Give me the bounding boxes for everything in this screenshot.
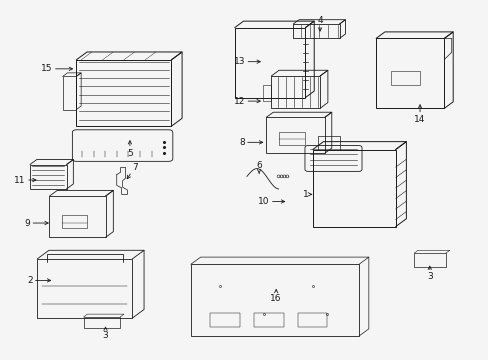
Text: 7: 7 (127, 163, 138, 179)
Bar (293, 24, 339, 39)
Bar (271, 76, 320, 108)
Text: 2: 2 (27, 276, 51, 285)
Text: 14: 14 (413, 105, 425, 123)
Text: 12: 12 (233, 96, 260, 105)
Text: 9: 9 (24, 219, 48, 228)
Text: 8: 8 (239, 138, 262, 147)
Bar (413, 253, 445, 267)
Text: 10: 10 (258, 197, 284, 206)
Text: 1: 1 (302, 190, 311, 199)
Bar (30, 165, 66, 189)
Text: 16: 16 (270, 289, 282, 303)
Bar (61, 215, 87, 228)
Bar (190, 264, 358, 336)
Bar (266, 117, 325, 153)
Bar (298, 313, 327, 327)
Text: 4: 4 (317, 16, 322, 31)
Bar (254, 313, 283, 327)
Text: 15: 15 (41, 64, 72, 73)
Bar (62, 76, 76, 110)
Bar (234, 28, 305, 98)
Text: 5: 5 (127, 141, 133, 158)
Text: 6: 6 (256, 161, 262, 173)
Text: 3: 3 (102, 327, 108, 341)
Bar (262, 85, 271, 101)
Bar (375, 39, 444, 108)
Bar (312, 149, 395, 226)
Bar (390, 71, 419, 85)
Text: 11: 11 (15, 176, 36, 185)
Bar (278, 132, 305, 145)
Bar (210, 313, 239, 327)
Bar (76, 60, 171, 126)
Text: 3: 3 (426, 266, 432, 281)
Bar (83, 317, 120, 328)
Bar (37, 259, 132, 318)
Bar (49, 196, 105, 237)
Text: 13: 13 (233, 57, 260, 66)
